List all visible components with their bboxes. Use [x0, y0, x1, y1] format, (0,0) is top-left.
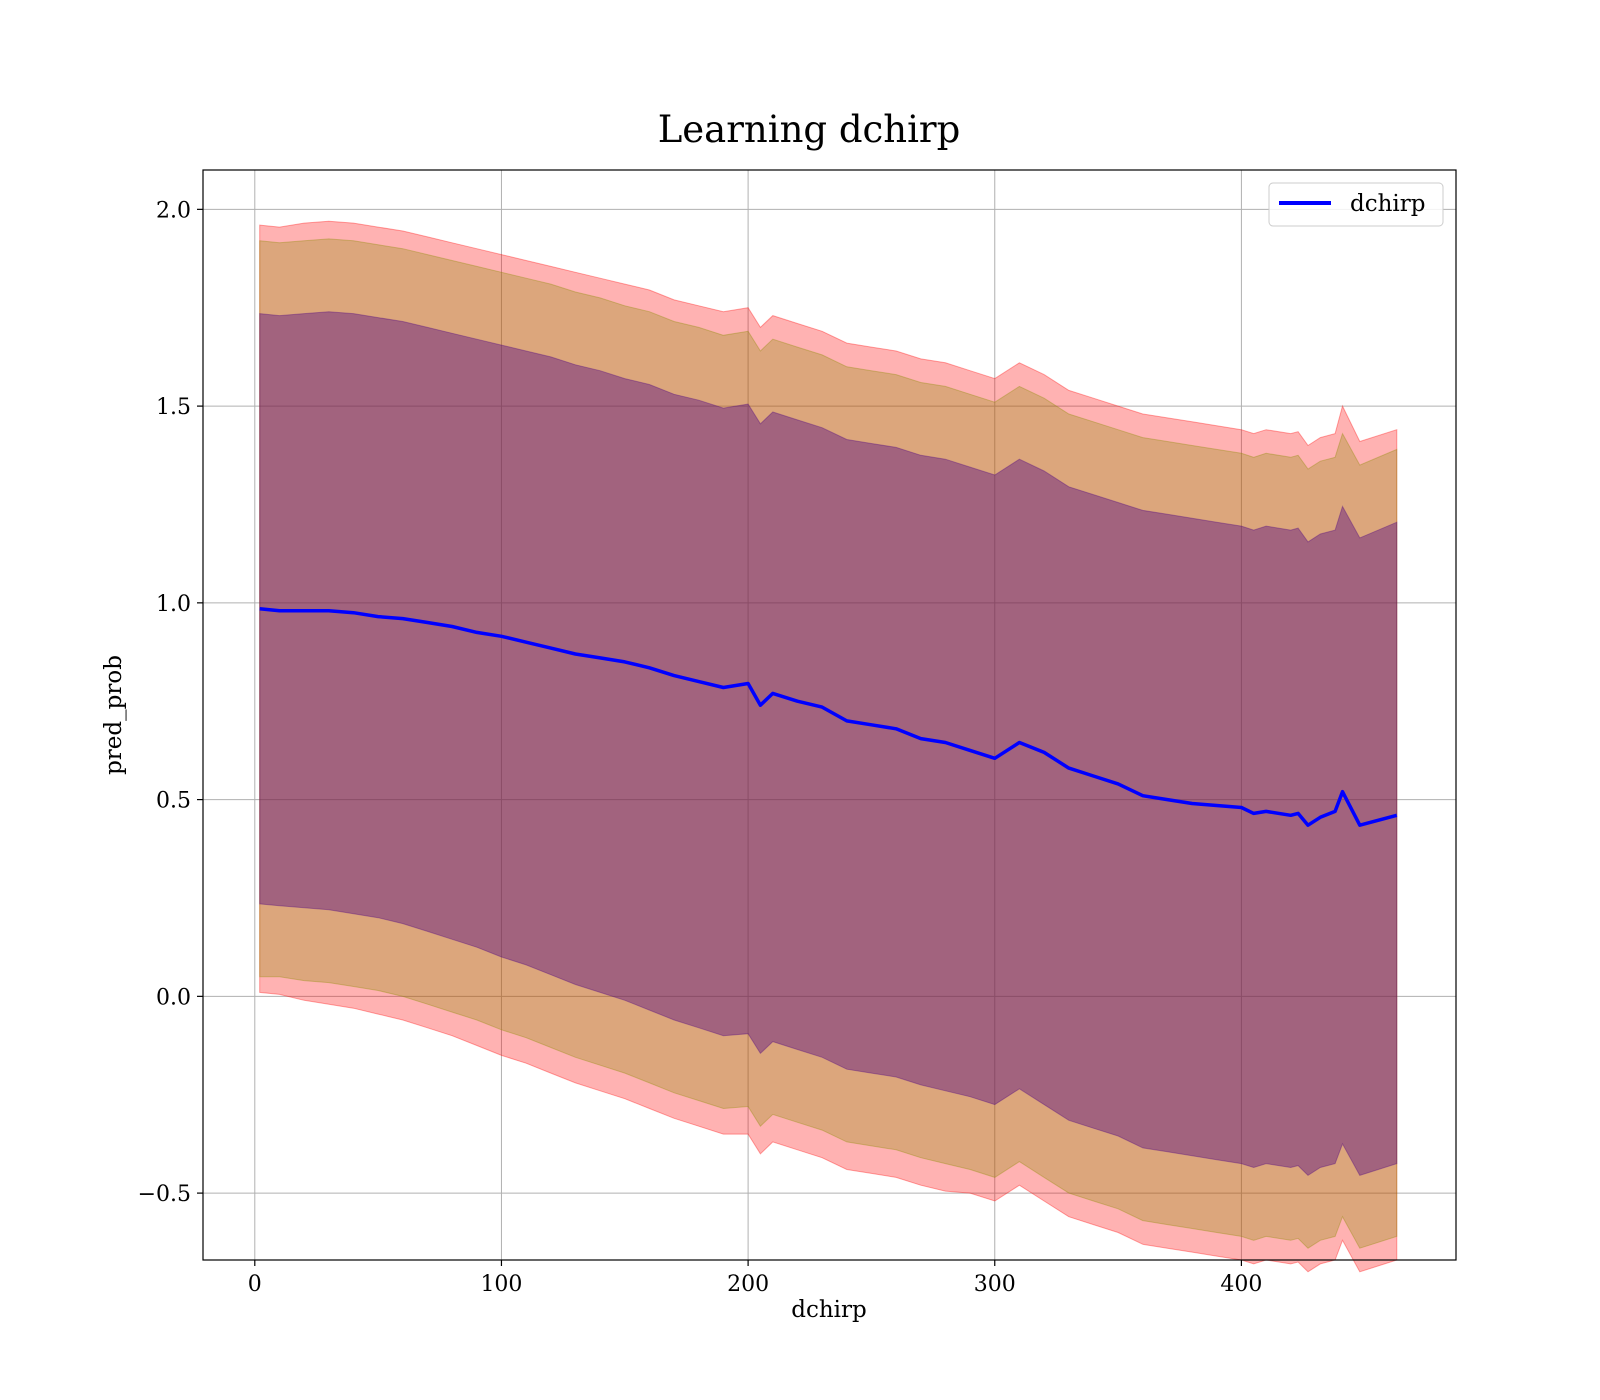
band-inner — [259, 311, 1398, 1177]
grid-lines — [203, 170, 1456, 1260]
legend-box — [1268, 182, 1444, 227]
band-middle — [259, 238, 1398, 1249]
x-tick-label: 400 — [1220, 1272, 1262, 1297]
y-axis-ticks: −0.5 0.0 0.5 1.0 1.5 2.0 — [138, 198, 203, 1207]
y-tick-label: 1.0 — [156, 592, 191, 617]
x-axis-label: dchirp — [791, 1297, 867, 1323]
series-line-dchirp — [259, 607, 1398, 827]
series-lines — [259, 607, 1398, 827]
legend-label-dchirp: dchirp — [1350, 191, 1426, 217]
y-tick-label: 0.5 — [156, 789, 191, 814]
y-tick-label: 0.0 — [156, 985, 191, 1010]
x-tick-label: 200 — [727, 1272, 769, 1297]
y-axis-label: pred_prob — [101, 655, 127, 775]
confidence-bands — [259, 220, 1398, 1273]
chart-title: Learning dchirp — [658, 108, 961, 151]
legend: dchirp — [1268, 182, 1444, 227]
x-axis-ticks: 0 100 200 300 400 — [248, 1260, 1262, 1297]
y-tick-label: −0.5 — [138, 1182, 191, 1207]
plot-frame — [202, 169, 1457, 1261]
x-tick-label: 300 — [974, 1272, 1016, 1297]
y-tick-label: 1.5 — [156, 395, 191, 420]
y-tick-label: 2.0 — [156, 198, 191, 223]
x-tick-label: 100 — [480, 1272, 522, 1297]
x-tick-label: 0 — [248, 1272, 262, 1297]
